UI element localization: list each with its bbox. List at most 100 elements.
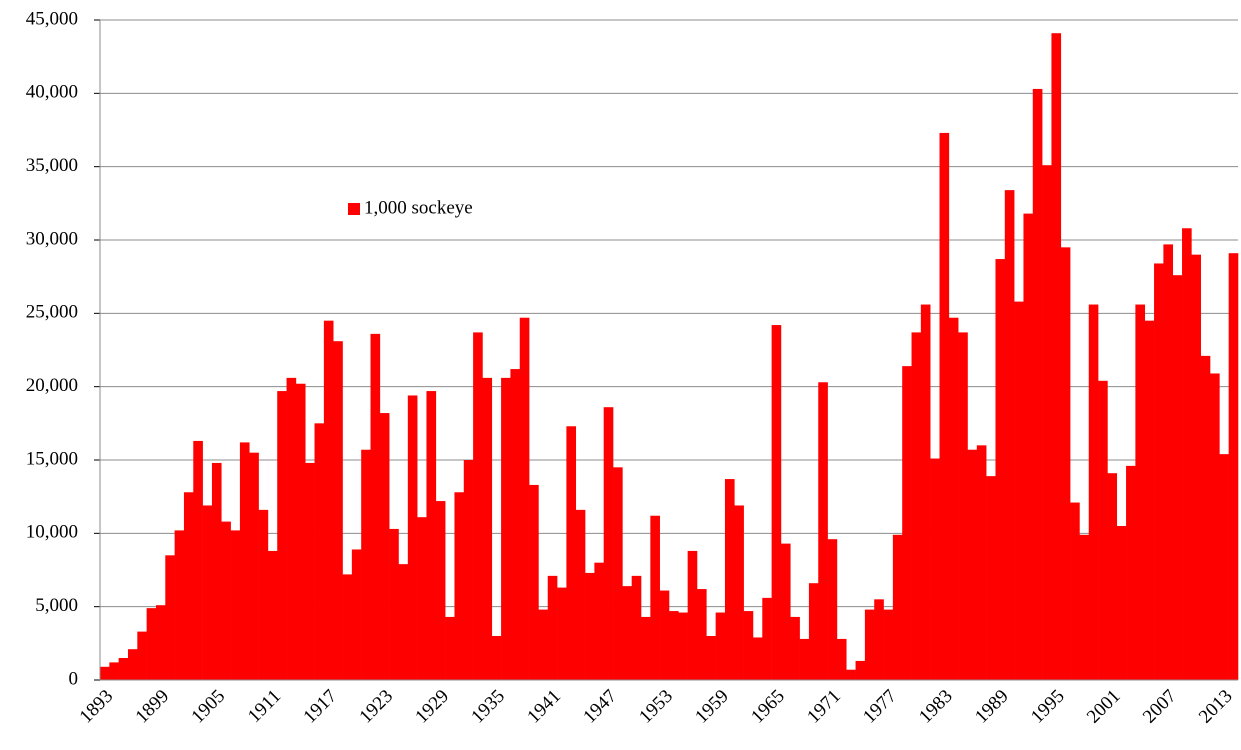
bar [864,609,875,680]
bar [398,564,409,680]
y-tick-label: 5,000 [35,595,78,616]
bar [1088,304,1099,680]
y-tick-label: 10,000 [26,522,78,543]
bar [137,631,147,680]
y-tick-label: 25,000 [26,302,78,323]
bar [1200,355,1211,680]
bar [659,590,670,680]
bar [361,449,371,680]
bar [305,462,315,680]
bar [724,479,735,680]
bar [1126,465,1136,680]
bar [314,423,325,680]
x-tick-label: 1905 [187,686,229,728]
bar [435,501,446,680]
y-tick-label: 40,000 [26,82,78,103]
y-tick-label: 30,000 [26,228,78,249]
x-tick-label: 1995 [1027,686,1069,728]
bar [883,609,894,680]
bar [118,658,129,680]
bar [165,555,175,680]
bar [249,452,259,680]
bar [1163,244,1174,680]
bar [641,616,651,680]
bar [1191,254,1201,680]
y-tick-label: 20,000 [26,375,78,396]
bar [892,534,903,680]
bar [1228,253,1239,680]
bar [930,458,940,680]
bar [948,317,959,680]
bar [230,530,241,680]
bar [678,612,688,680]
bar [911,332,922,680]
bar [603,407,614,680]
bar [529,484,539,680]
x-tick-label: 1977 [859,686,901,728]
x-tick-label: 1971 [803,686,845,728]
bar [920,304,931,680]
x-tick-label: 1983 [915,686,957,728]
bar [277,391,287,680]
bar [855,660,866,680]
bar [286,377,297,680]
bar [557,587,567,680]
bar [1079,534,1090,680]
bar [669,611,679,680]
bar [1051,33,1062,680]
bar [482,377,493,680]
bar [239,442,250,680]
bar [211,462,222,680]
y-tick-label: 35,000 [26,155,78,176]
bar [1172,275,1183,680]
bar [715,612,726,680]
x-tick-label: 1947 [579,686,621,728]
bar [836,638,847,680]
bar [351,549,362,680]
bar [1182,228,1192,680]
bar [174,530,185,680]
bar [538,609,549,680]
legend-swatch [348,203,360,215]
bar [1098,380,1108,680]
bar [613,467,623,680]
bar [585,572,595,680]
x-tick-label: 1929 [411,686,453,728]
bar [752,637,763,680]
bar [902,366,912,680]
x-tick-label: 1893 [76,686,118,728]
bar [1154,263,1164,680]
bar [706,636,716,680]
x-tick-label: 2013 [1195,686,1237,728]
bar [799,638,810,680]
bar [687,550,698,680]
x-tick-label: 1899 [132,686,174,728]
bar [221,521,231,680]
bar [846,669,856,680]
bar [333,341,343,680]
bar [967,449,978,680]
bar [808,583,819,680]
bar [463,460,474,680]
bar [1023,213,1034,680]
y-tick-label: 45,000 [26,8,78,29]
bar [827,539,838,680]
bar [389,528,399,680]
bar [995,259,1006,680]
bar [146,608,157,680]
bar [473,332,483,680]
bar [417,517,427,680]
bar [370,333,381,680]
bar [986,476,996,680]
bar [976,445,987,680]
bar [594,562,605,680]
bar [566,426,577,680]
bar [491,636,502,680]
bar [780,543,791,680]
x-tick-label: 1965 [747,686,789,728]
x-tick-label: 1923 [355,686,397,728]
x-tick-label: 1959 [691,686,733,728]
bar [622,586,632,680]
bar [193,440,203,680]
